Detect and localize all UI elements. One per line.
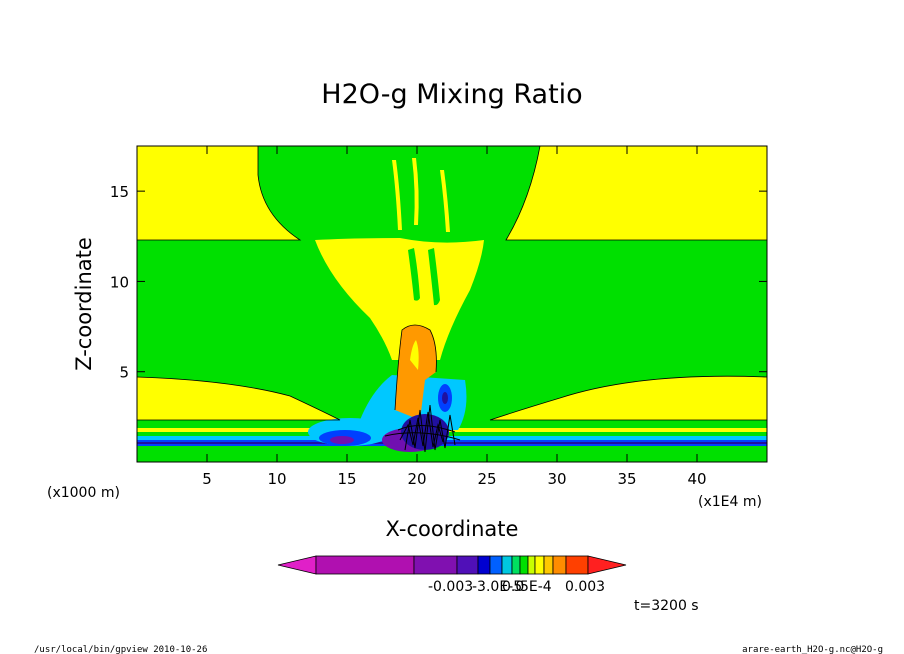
chart-title: H2O-g Mixing Ratio (321, 79, 582, 110)
footer-right: arare-earth_H2O-g.nc@H2O-g (742, 645, 883, 654)
x-tick-label: 30 (547, 470, 566, 488)
colorbar-cell (543, 555, 554, 575)
colorbar-cells (315, 555, 589, 575)
x-axis: 5 10 15 20 25 30 35 40 (202, 146, 707, 488)
contour-band-navy (137, 442, 767, 444)
colorbar-right-arrow (587, 555, 627, 575)
colorbar-cell (552, 555, 567, 575)
contour-right-navy-cell (442, 392, 448, 404)
contour-lower-left-yellow (137, 377, 340, 420)
plot-frame (136, 145, 768, 463)
time-annotation: t=3200 s (634, 598, 699, 614)
colorbar-label-4: 5E-4 (520, 579, 552, 595)
contour-line-scribbles (384, 404, 461, 453)
colorbar-label-3: 0.0 (502, 579, 524, 595)
contour-plume-yellow-core (410, 340, 419, 370)
contour-central-cone-yellow (315, 238, 484, 360)
x-tick-label: 35 (617, 470, 636, 488)
x-tick-label: 10 (267, 470, 286, 488)
contour-outlines (137, 146, 767, 421)
y-tick-label: 10 (110, 273, 129, 291)
y-unit-label: (x1000 m) (47, 485, 120, 501)
colorbar-cell (534, 555, 545, 575)
x-tick-label: 15 (337, 470, 356, 488)
contour-band-green-bottom (137, 448, 767, 462)
colorbar-cell (315, 555, 415, 575)
contour-left-purple-blob (330, 436, 354, 444)
colorbar-left-arrow (277, 555, 317, 575)
colorbar-label-5: 0.003 (565, 579, 605, 595)
contour-upper-left-yellow (137, 146, 300, 240)
x-tick-label: 5 (202, 470, 212, 488)
footer-left: /usr/local/bin/gpview 2010-10-26 (34, 645, 207, 654)
contour-cone-streak-1 (408, 248, 420, 301)
contour-upper-streak-2 (412, 158, 419, 225)
y-axis-label: Z-coordinate (72, 237, 96, 371)
contour-cone-streak-2 (428, 248, 440, 306)
colorbar-label-2: -3.0E-5 (472, 579, 522, 595)
colorbar-cell (519, 555, 529, 575)
x-unit-label: (x1E4 m) (698, 494, 762, 510)
contour-lower-right-yellow (490, 376, 767, 420)
y-tick-label: 15 (110, 183, 129, 201)
colorbar-label-1: -0.003 (428, 579, 473, 595)
contour-upper-streak-3 (440, 170, 450, 232)
colorbar-cell (413, 555, 458, 575)
colorbar (277, 555, 627, 575)
colorbar-cell (511, 555, 521, 575)
contour-upper-streak-1 (392, 160, 402, 230)
colorbar-cell (456, 555, 479, 575)
colorbar-cell (527, 555, 536, 575)
contour-upper-right-yellow (506, 146, 767, 240)
y-tick-label: 5 (119, 364, 129, 382)
colorbar-cell (489, 555, 503, 575)
x-axis-label: X-coordinate (386, 517, 519, 541)
colorbar-cell (565, 555, 589, 575)
x-tick-label: 20 (407, 470, 426, 488)
x-tick-label: 25 (477, 470, 496, 488)
colorbar-cell (477, 555, 491, 575)
x-tick-label: 40 (687, 470, 706, 488)
y-axis: 5 10 15 (110, 183, 767, 382)
colorbar-cell (501, 555, 513, 575)
contour-plume-orange (395, 325, 437, 420)
plot-area (137, 146, 767, 462)
